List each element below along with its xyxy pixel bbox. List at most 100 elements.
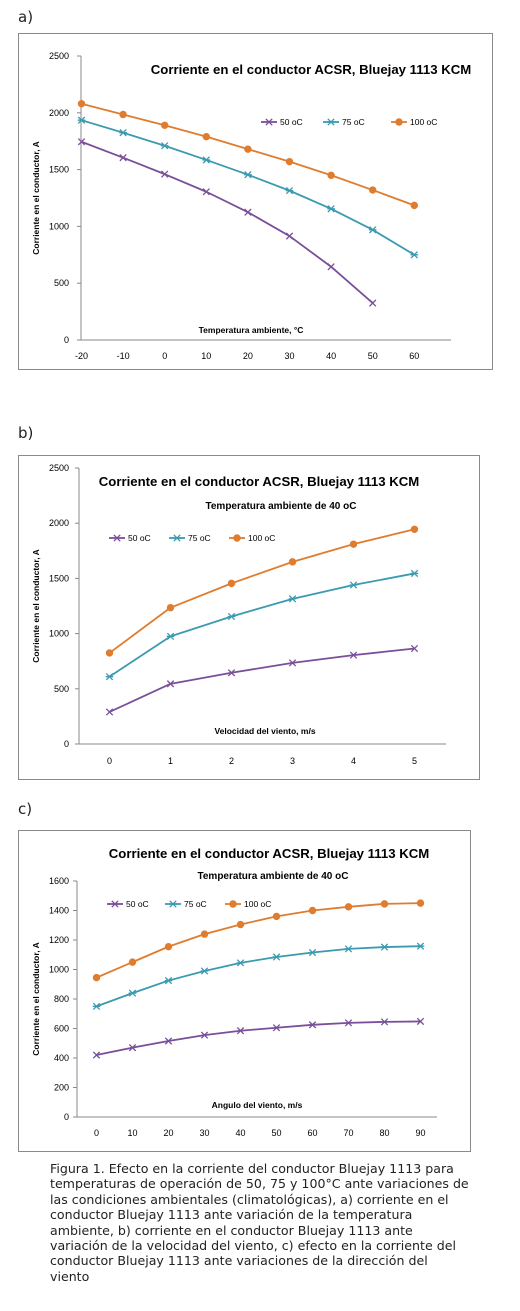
data-point [119,110,127,119]
y-axis-title: Corriente en el conductor, A [31,141,41,255]
y-tick-label: 200 [54,1083,69,1093]
data-point [77,116,86,124]
chart-a-svg: 0 500 1000 1500 2000 2500 -20 -10 0 10 20 30 40 50 60 T… [31,51,472,361]
chart-subtitle: Temperatura ambiente de 40 oC [206,501,357,512]
y-tick-label: 400 [54,1053,69,1063]
x-tick-label: 2 [229,756,234,766]
chart-title: Corriente en el conductor ACSR, Bluejay … [151,62,472,77]
y-tick-label: 1400 [49,906,69,916]
x-tick-label: 20 [163,1128,173,1138]
x-tick-label: 5 [412,756,417,766]
x-tick-label: 1 [168,756,173,766]
data-point [164,976,173,985]
data-point [344,903,353,911]
series-line-1 [81,140,374,304]
data-point [244,145,252,153]
y-tick-label: 0 [64,1112,69,1122]
data-point [200,1031,209,1039]
data-point [160,142,169,150]
data-point [344,945,353,953]
data-point [410,201,418,210]
figure-caption: Figura 1. Efecto en la corriente del con… [50,1161,469,1284]
x-tick-label: 90 [415,1128,425,1138]
x-tick-label: 0 [107,756,112,766]
chart-b: 0 500 1000 1500 2000 2500 0 1 2 3 4 5 Velocidad del … [18,455,480,780]
y-tick-label: 1500 [49,573,69,583]
data-point [380,900,389,908]
x-tick-label: 60 [307,1128,317,1138]
y-tick-label: 0 [64,739,69,749]
legend-marker [395,118,403,126]
x-axis-title: Temperatura ambiente, °C [199,325,304,335]
legend-marker [113,534,121,542]
x-axis-title: Velocidad del viento, m/s [214,726,315,736]
data-point [202,132,211,141]
data-point [166,603,175,612]
y-tick-label: 1600 [49,876,69,886]
series-line-3 [108,528,415,654]
x-tick-label: 80 [379,1128,389,1138]
y-tick-label: 2500 [49,51,69,61]
legend-label: 100 oC [244,899,271,909]
data-point [119,154,127,162]
data-point [272,1024,281,1032]
chart-a: 0 500 1000 1500 2000 2500 -20 -10 0 10 20 30 40 50 60 T… [18,33,493,370]
x-axis-title: Angulo del viento, m/s [212,1100,303,1110]
data-point [92,1002,101,1011]
data-point [164,942,173,951]
data-point [236,959,245,967]
data-point [308,906,317,915]
x-tick-label: 50 [271,1128,281,1138]
data-point [105,672,114,681]
x-tick-label: 50 [368,351,378,361]
legend-label: 100 oC [248,533,275,543]
data-point [244,208,252,216]
data-point [166,632,175,641]
series-line-2 [109,572,415,678]
data-point [285,186,294,195]
y-axis-title: Corriente en el conductor, A [31,942,41,1056]
legend-marker [327,118,335,126]
legend-marker [169,900,177,908]
x-tick-label: 60 [409,351,419,361]
legend-label: 100 oC [410,117,437,127]
data-point [236,1027,245,1035]
data-point [161,170,169,178]
x-tick-label: 70 [343,1128,353,1138]
x-tick-label: -10 [117,351,130,361]
data-point [369,186,377,194]
data-point [244,171,252,179]
legend-label: 50 oC [280,117,303,127]
legend-marker [233,534,241,542]
data-point [416,1017,425,1026]
data-point [327,205,335,213]
data-point [200,967,209,975]
data-point [227,579,236,588]
chart-title: Corriente en el conductor ACSR, Bluejay … [99,474,420,489]
data-point [368,226,377,234]
legend-label: 75 oC [184,899,207,909]
data-point [285,232,294,240]
chart-c-svg: 0 200 400 600 800 1000 1200 1400 1600 0 10 20 30 40 50… [31,846,437,1138]
data-point [164,1037,173,1045]
data-point [166,680,175,688]
x-tick-label: 20 [243,351,253,361]
x-tick-label: 10 [201,351,211,361]
data-point [308,1021,317,1029]
chart-c: 0 200 400 600 800 1000 1200 1400 1600 0 10 20 30 40 50… [18,830,471,1152]
y-axis-title: Corriente en el conductor, A [31,549,41,663]
y-tick-label: 1000 [49,221,69,231]
legend-marker [229,900,237,908]
data-point [77,138,86,146]
data-point [416,942,425,950]
data-point [380,943,389,951]
x-tick-label: 4 [351,756,356,766]
chart-subtitle: Temperatura ambiente de 40 oC [198,871,349,882]
data-point [272,953,281,961]
data-point [272,912,281,921]
legend-marker [265,118,273,126]
data-point [288,659,297,667]
data-point [308,948,317,957]
data-point [92,973,101,982]
data-point [236,920,245,929]
